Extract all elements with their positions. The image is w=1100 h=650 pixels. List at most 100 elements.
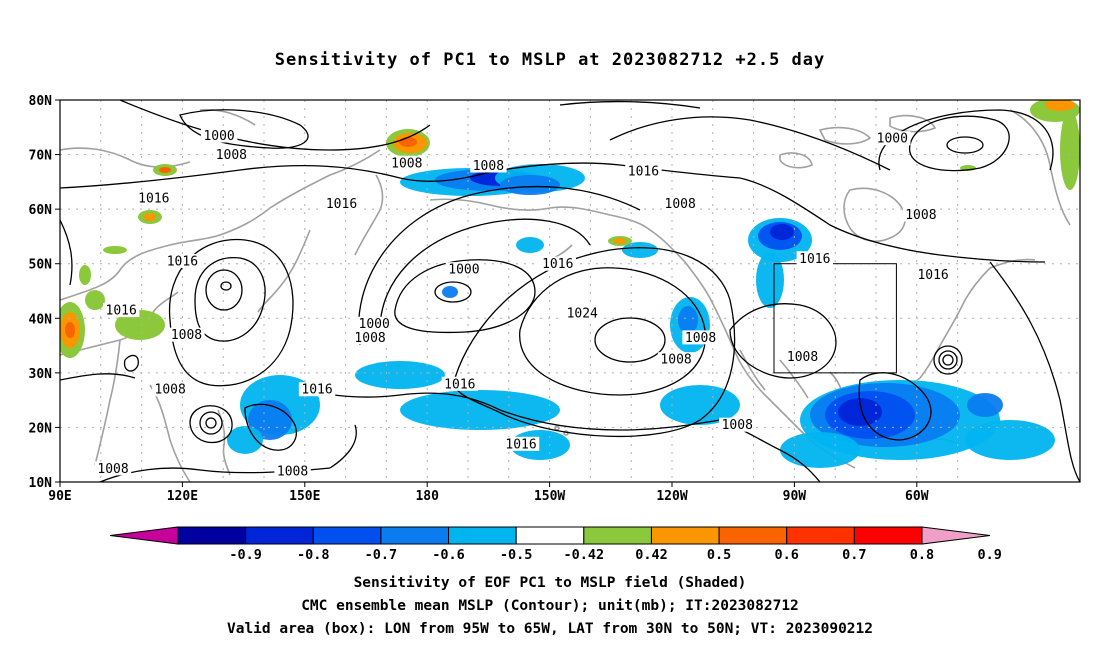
colorbar-swatch (177, 526, 247, 545)
lon-tick-label: 90E (48, 489, 71, 504)
shading-region (1045, 100, 1075, 111)
contour-label: 1016 (628, 164, 659, 179)
lon-tick-label: 60W (905, 489, 929, 504)
contour-label: 1016 (167, 254, 198, 269)
shading-region (780, 432, 860, 468)
lat-tick-label: 10N (29, 476, 53, 491)
contour-label-bg (539, 256, 576, 271)
colorbar-swatch (515, 526, 585, 545)
shading-region (1060, 110, 1080, 190)
shading-region (103, 246, 127, 254)
contour-label: 1000 (203, 129, 234, 144)
contour-label: 1008 (660, 353, 691, 368)
shading-region (967, 393, 1003, 417)
contour-label-bg (168, 327, 205, 342)
map-frame (59, 99, 1081, 483)
shading-region (115, 310, 165, 340)
lat-tick-label: 70N (29, 149, 53, 164)
coastlines (60, 108, 1071, 482)
contour-label: 1024 (567, 306, 598, 321)
contour-label-bg (323, 196, 360, 211)
contour-label-bg (351, 330, 389, 345)
contour-label: 1016 (542, 257, 573, 272)
colorbar-swatch (853, 526, 923, 545)
contour-label: 1016 (444, 377, 475, 392)
lat-tick-label: 50N (29, 258, 53, 273)
contour-label-bg (661, 196, 699, 211)
contour-label-bg (625, 163, 662, 178)
contour-label-bg (657, 352, 695, 367)
contour-label-bg (502, 436, 540, 451)
contour-label: 1008 (665, 197, 696, 212)
colorbar-label: -0.8 (297, 547, 330, 563)
contour-label: 1008 (722, 418, 753, 433)
contour-label-bg (470, 158, 507, 173)
contour-label-bg (914, 267, 952, 282)
contour-label-bg (213, 147, 250, 162)
contour-label-bg (94, 461, 132, 476)
contour-label: 1008 (354, 331, 385, 346)
shading-region (399, 137, 417, 147)
colorbar-label: -0.5 (500, 547, 533, 563)
shading-region (965, 420, 1055, 460)
caption-line-1: Sensitivity of EOF PC1 to MSLP field (Sh… (353, 575, 747, 591)
colorbar-swatch (380, 526, 450, 545)
colorbar-label: 0.8 (910, 547, 934, 563)
shading-region (79, 265, 91, 285)
shading-region (838, 398, 882, 426)
caption-line-3: Valid area (box): LON from 95W to 65W, L… (226, 621, 873, 637)
contour-label-bg (200, 128, 238, 143)
contour-label: 1000 (359, 317, 390, 332)
shading-region (756, 252, 784, 308)
contour-label-bg (719, 417, 756, 432)
shading-region (159, 167, 171, 173)
contour-label-bg (796, 251, 833, 266)
contour-label-bg (441, 376, 479, 391)
colorbar-swatch (718, 526, 788, 545)
lat-tick-label: 30N (29, 367, 53, 382)
colorbar-label: -0.6 (432, 547, 465, 563)
shading-region (144, 213, 156, 221)
colorbar-label: -0.9 (229, 547, 262, 563)
contour-label: 1008 (685, 331, 716, 346)
contour-label: 1000 (877, 132, 908, 147)
lat-tick-label: 80N (29, 94, 53, 109)
caption-line-2: CMC ensemble mean MSLP (Contour); unit(m… (301, 598, 799, 614)
lon-tick-label: 150E (289, 489, 320, 504)
colorbar-swatch (650, 526, 720, 545)
contour-label-bg (784, 349, 821, 364)
contour-label-bg (445, 262, 483, 277)
shading-region (770, 224, 794, 240)
shading-region (500, 175, 560, 195)
lon-tick-label: 120E (167, 489, 198, 504)
contour-label: 1016 (799, 252, 830, 267)
shading-region (516, 237, 544, 253)
figure-title: Sensitivity of PC1 to MSLP at 2023082712… (274, 50, 826, 70)
shading-region (85, 290, 105, 310)
colorbar-swatch (583, 526, 652, 545)
colorbar-swatch (786, 526, 855, 545)
contour-label-bg (355, 316, 393, 331)
shading-region (355, 361, 445, 389)
colorbar: -0.9 -0.8 -0.7 -0.6 -0.5 -0.42 0.42 0.5 0.6 0.7 0.… (109, 526, 1002, 563)
contour-label-bg (682, 330, 719, 345)
colorbar-label: 0.9 (977, 547, 1001, 563)
shading-region (660, 385, 740, 425)
colorbar-label: 0.6 (775, 547, 799, 563)
contour-label: 1008 (473, 159, 504, 174)
contour-label-bg (874, 131, 911, 146)
shading-region (227, 426, 263, 454)
contour-label: 1016 (326, 197, 357, 212)
lon-tick-label: 180 (415, 489, 439, 504)
mslp-contours (60, 100, 1080, 482)
contour-label: 1008 (277, 465, 308, 480)
shading-region (65, 322, 75, 338)
contour-label: 1016 (301, 383, 332, 398)
contour-label: 1000 (448, 263, 479, 278)
colorbar-label: 0.7 (842, 547, 866, 563)
colorbar-label: -0.42 (563, 547, 604, 563)
colorbar-swatch (245, 526, 314, 545)
